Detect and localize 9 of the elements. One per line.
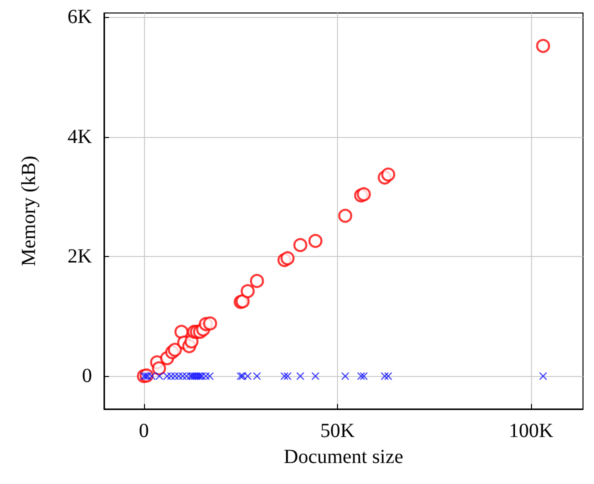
x-tick-label: 0: [138, 420, 149, 442]
y-tick-label: 4K: [68, 126, 93, 148]
y-axis-title: Memory (kB): [18, 156, 40, 266]
y-tick-label: 0: [82, 365, 92, 388]
x-tick-label: 100K: [508, 420, 554, 442]
y-tick-label: 6K: [68, 6, 93, 28]
y-tick-label: 2K: [68, 245, 93, 268]
x-tick-label: 50K: [320, 420, 356, 442]
x-axis-title: Document size: [284, 446, 404, 468]
